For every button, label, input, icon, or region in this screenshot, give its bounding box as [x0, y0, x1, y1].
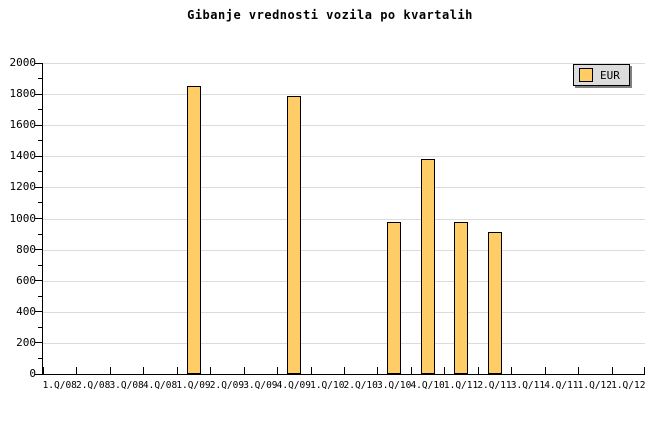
y-axis-tick-label: 800 [16, 242, 36, 256]
y-axis-major-tick [35, 342, 42, 344]
y-axis-major-tick [35, 280, 42, 282]
legend: EUR [573, 64, 630, 86]
gridline-1000 [43, 218, 645, 220]
x-axis-tick [611, 367, 613, 374]
x-axis-tick [143, 367, 145, 374]
gridline-400 [43, 311, 645, 313]
x-axis-tick-label: 3.Q/11 [510, 380, 546, 391]
y-axis-minor-tick [38, 264, 42, 266]
plot-area: 0 200 400 600 800 1000 1200 1400 1600 1800 2000 1.Q… [10, 57, 646, 392]
x-axis-tick [176, 367, 178, 374]
x-axis-tick [578, 367, 580, 374]
gridline-1400 [43, 156, 645, 158]
y-axis-tick-label: 2000 [9, 56, 37, 69]
y-axis-minor-tick [38, 357, 42, 359]
x-axis-tick [410, 367, 412, 374]
gridline-1600 [43, 125, 645, 127]
x-axis-tick [243, 367, 245, 374]
y-axis-tick-label: 600 [16, 273, 36, 287]
y-axis-minor-tick [38, 140, 42, 142]
gridline-2000 [43, 63, 645, 64]
x-axis-tick-label: 2.Q/08 [75, 380, 111, 391]
x-axis-tick-label: 1.Q/08 [42, 380, 77, 391]
bar-3.Q/10 [387, 221, 402, 374]
x-axis-tick-label: 1.Q/09 [176, 380, 211, 391]
gridline-800 [43, 249, 645, 251]
x-axis-tick-label: 4.Q/08 [142, 380, 178, 391]
x-axis-tick-label: 3.Q/10 [376, 380, 412, 391]
y-axis-tick-label: 200 [16, 335, 36, 349]
y-axis-major-tick [35, 373, 42, 375]
y-axis-major-tick [35, 124, 42, 126]
x-axis-tick [444, 367, 446, 374]
y-axis-minor-tick [38, 233, 42, 235]
y-axis-minor-tick [38, 326, 42, 328]
x-axis-tick [511, 367, 513, 374]
y-axis-major-tick [35, 155, 42, 157]
x-axis-tick [210, 367, 212, 374]
x-axis-tick-label: 2.Q/11 [477, 380, 512, 391]
x-axis-tick [109, 367, 111, 374]
y-axis-major-tick [35, 249, 42, 251]
x-axis-tick [277, 367, 279, 374]
y-axis-major-tick [35, 62, 42, 64]
x-axis-tick [377, 367, 379, 374]
gridline-600 [43, 280, 645, 282]
x-axis-tick [310, 367, 312, 374]
x-axis-tick [477, 367, 479, 374]
x-axis-tick-label: 3.Q/08 [109, 380, 144, 391]
y-axis-tick-label: 0 [29, 367, 36, 380]
legend-label: EUR [600, 68, 620, 82]
y-axis-major-tick [35, 311, 42, 313]
x-axis-tick-label: 1.Q/12 [611, 380, 646, 391]
bar-4.Q/09 [286, 96, 301, 374]
x-axis-tick-label: 3.Q/09 [243, 380, 278, 391]
x-axis-tick [344, 367, 345, 374]
x-axis-tick-label: 2.Q/10 [343, 380, 378, 391]
bar-4.Q/10 [420, 159, 435, 374]
y-axis-minor-tick [38, 171, 42, 173]
y-axis-major-tick [35, 93, 42, 95]
y-axis-tick-label: 1400 [9, 149, 37, 163]
x-axis-tick [76, 367, 78, 374]
x-axis-tick-label: 1.Q/12 [577, 380, 612, 391]
y-axis-tick-label: 1600 [9, 118, 37, 132]
y-axis-minor-tick [38, 78, 42, 80]
x-axis-tick-label: 1.Q/10 [310, 380, 345, 391]
y-axis-minor-tick [38, 109, 42, 111]
legend-swatch-icon [579, 68, 593, 82]
y-axis-tick-label: 1200 [9, 180, 37, 194]
chart-title: Gibanje vrednosti vozila po kvartalih [187, 8, 473, 22]
gridline-200 [43, 342, 645, 344]
y-axis-tick-label: 1800 [9, 87, 37, 101]
x-axis-tick-label: 4.Q/09 [276, 380, 311, 391]
gridline-1200 [43, 187, 645, 189]
bar-1.Q/09 [186, 86, 201, 374]
gridline-1800 [43, 94, 645, 96]
x-axis-tick-label: 4.Q/10 [410, 380, 445, 391]
x-axis-tick-label: 2.Q/09 [209, 380, 245, 391]
y-axis-major-tick [35, 218, 42, 219]
bar-1.Q/11 [454, 221, 469, 374]
y-axis-minor-tick [38, 295, 42, 297]
x-axis-tick [544, 367, 546, 374]
x-axis-tick [43, 367, 44, 374]
y-axis-minor-tick [38, 202, 42, 204]
y-axis-tick-label: 1000 [9, 211, 37, 225]
x-axis-tick-label: 1.Q/11 [443, 380, 479, 391]
y-axis-major-tick [35, 186, 42, 188]
x-axis-tick [644, 367, 645, 374]
y-axis-tick-label: 400 [16, 304, 36, 318]
x-axis-tick-label: 4.Q/11 [544, 380, 579, 391]
bar-2.Q/11 [487, 231, 502, 374]
